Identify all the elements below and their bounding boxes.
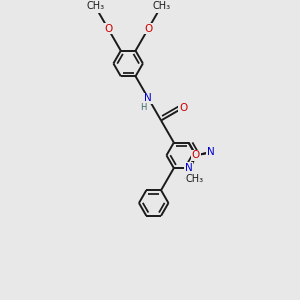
Text: N: N	[206, 147, 214, 157]
Text: CH₃: CH₃	[86, 2, 104, 11]
Text: H: H	[140, 103, 146, 112]
Text: O: O	[192, 150, 200, 161]
Text: CH₃: CH₃	[152, 2, 170, 11]
Text: O: O	[144, 24, 152, 34]
Text: N: N	[185, 163, 193, 173]
Text: O: O	[179, 103, 187, 113]
Text: CH₃: CH₃	[186, 174, 204, 184]
Text: N: N	[144, 93, 152, 103]
Text: O: O	[104, 24, 112, 34]
